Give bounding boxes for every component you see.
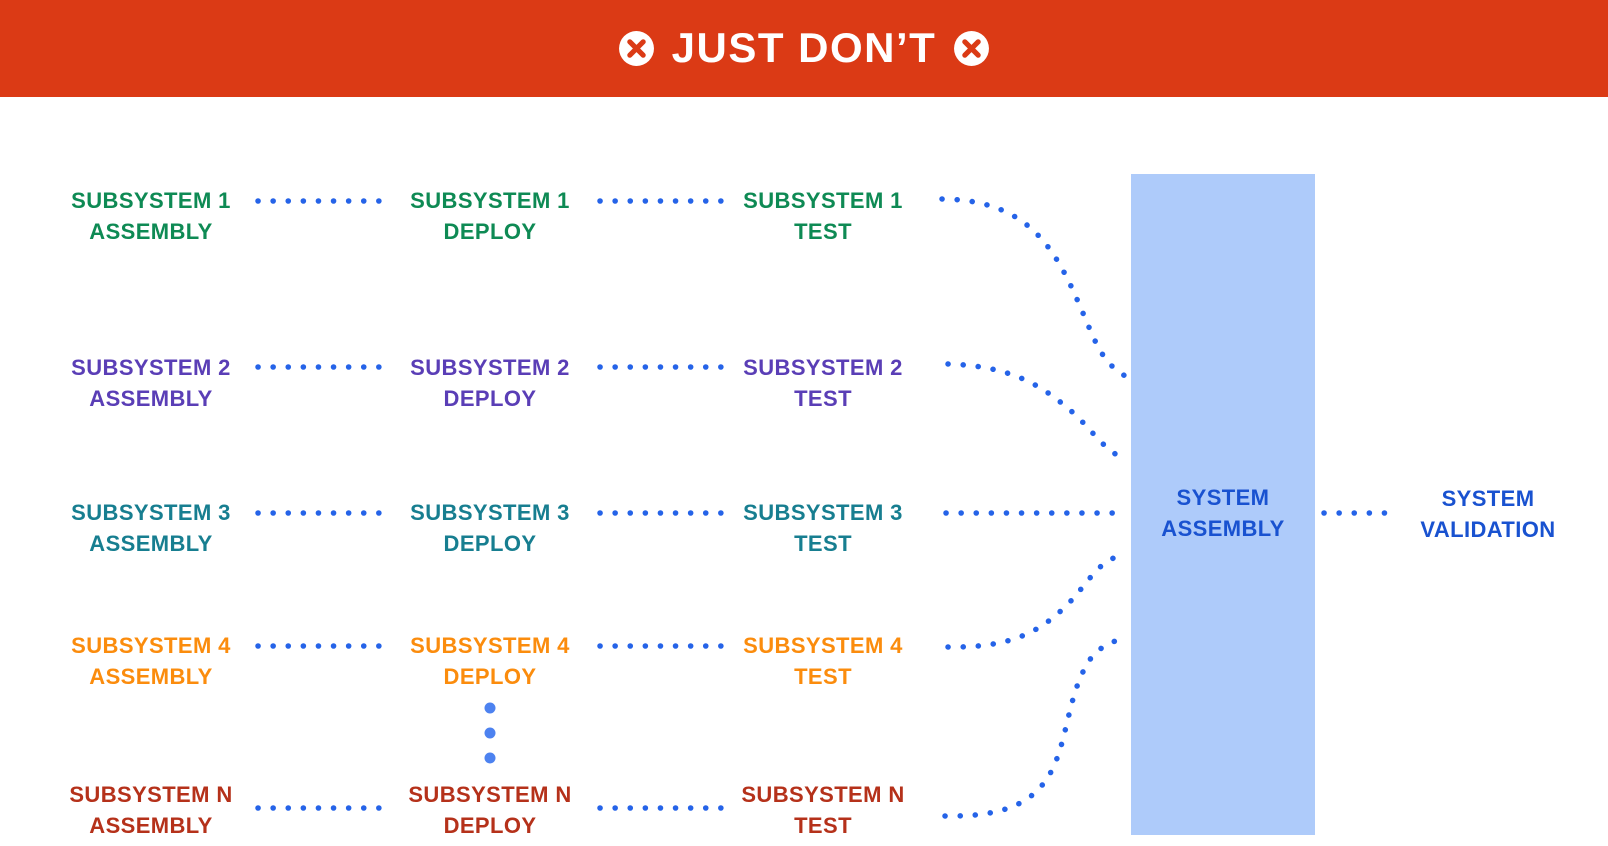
cell-line1: SUBSYSTEM 2 (410, 355, 570, 380)
cell-line2: DEPLOY (443, 813, 537, 838)
cell-line1: SUBSYSTEM 4 (743, 633, 903, 658)
cell-line2: DEPLOY (443, 219, 537, 244)
cell-line1: SUBSYSTEM N (69, 782, 233, 807)
row2-connectors (255, 361, 1130, 464)
subsystem-n-assembly-label: SUBSYSTEM N ASSEMBLY (69, 779, 232, 841)
cell-line1: SYSTEM (1441, 486, 1535, 511)
cell-line1: SUBSYSTEM 3 (71, 500, 231, 525)
cell-line2: DEPLOY (443, 386, 537, 411)
banner: JUST DON’T (0, 0, 1608, 97)
circle-x-icon (953, 30, 990, 67)
cell-line1: SUBSYSTEM 1 (743, 188, 903, 213)
subsystem-4-assembly-label: SUBSYSTEM 4 ASSEMBLY (71, 630, 231, 692)
cell-line1: SYSTEM (1176, 484, 1270, 510)
banner-title: JUST DON’T (671, 23, 937, 71)
subsystem-n-test-label: SUBSYSTEM N TEST (741, 779, 904, 841)
circle-x-icon (618, 30, 655, 67)
cell-line2: ASSEMBLY (89, 219, 213, 244)
cell-line2: DEPLOY (443, 531, 537, 556)
subsystem-1-test-label: SUBSYSTEM 1 TEST (743, 185, 903, 247)
subsystem-1-assembly-label: SUBSYSTEM 1 ASSEMBLY (71, 185, 231, 247)
cell-line2: ASSEMBLY (89, 386, 213, 411)
subsystem-4-test-label: SUBSYSTEM 4 TEST (743, 630, 903, 692)
cell-line1: SUBSYSTEM 2 (71, 355, 231, 380)
ellipsis-dots (484, 702, 496, 764)
cell-line2: TEST (794, 531, 852, 556)
cell-line2: TEST (794, 219, 852, 244)
subsystem-n-deploy-label: SUBSYSTEM N DEPLOY (408, 779, 571, 841)
rowN-connectors (255, 634, 1130, 819)
row1-connectors (255, 196, 1130, 380)
cell-line1: SUBSYSTEM 2 (743, 355, 903, 380)
cell-line2: TEST (794, 386, 852, 411)
system-validation-label: SYSTEM VALIDATION (1420, 483, 1555, 545)
cell-line1: SUBSYSTEM 1 (71, 188, 231, 213)
cell-line2: DEPLOY (443, 664, 537, 689)
system-assembly-box: SYSTEM ASSEMBLY (1131, 174, 1315, 835)
subsystem-3-test-label: SUBSYSTEM 3 TEST (743, 497, 903, 559)
subsystem-2-deploy-label: SUBSYSTEM 2 DEPLOY (410, 352, 570, 414)
cell-line2: VALIDATION (1420, 517, 1556, 542)
cell-line1: SUBSYSTEM 4 (410, 633, 570, 658)
cell-line1: SUBSYSTEM N (408, 782, 572, 807)
cell-line1: SUBSYSTEM 3 (410, 500, 570, 525)
cell-line2: TEST (794, 664, 852, 689)
cell-line2: ASSEMBLY (89, 531, 213, 556)
row4-connectors (255, 551, 1130, 650)
system-assembly-label: SYSTEM ASSEMBLY (1161, 482, 1284, 544)
cell-line2: ASSEMBLY (89, 813, 213, 838)
subsystem-1-deploy-label: SUBSYSTEM 1 DEPLOY (410, 185, 570, 247)
subsystem-3-assembly-label: SUBSYSTEM 3 ASSEMBLY (71, 497, 231, 559)
cell-line2: TEST (794, 813, 852, 838)
subsystem-2-test-label: SUBSYSTEM 2 TEST (743, 352, 903, 414)
cell-line1: SUBSYSTEM 3 (743, 500, 903, 525)
subsystem-2-assembly-label: SUBSYSTEM 2 ASSEMBLY (71, 352, 231, 414)
subsystem-3-deploy-label: SUBSYSTEM 3 DEPLOY (410, 497, 570, 559)
cell-line1: SUBSYSTEM 4 (71, 633, 231, 658)
cell-line2: ASSEMBLY (1161, 515, 1285, 541)
cell-line1: SUBSYSTEM N (741, 782, 905, 807)
cell-line1: SUBSYSTEM 1 (410, 188, 570, 213)
cell-line2: ASSEMBLY (89, 664, 213, 689)
subsystem-4-deploy-label: SUBSYSTEM 4 DEPLOY (410, 630, 570, 692)
